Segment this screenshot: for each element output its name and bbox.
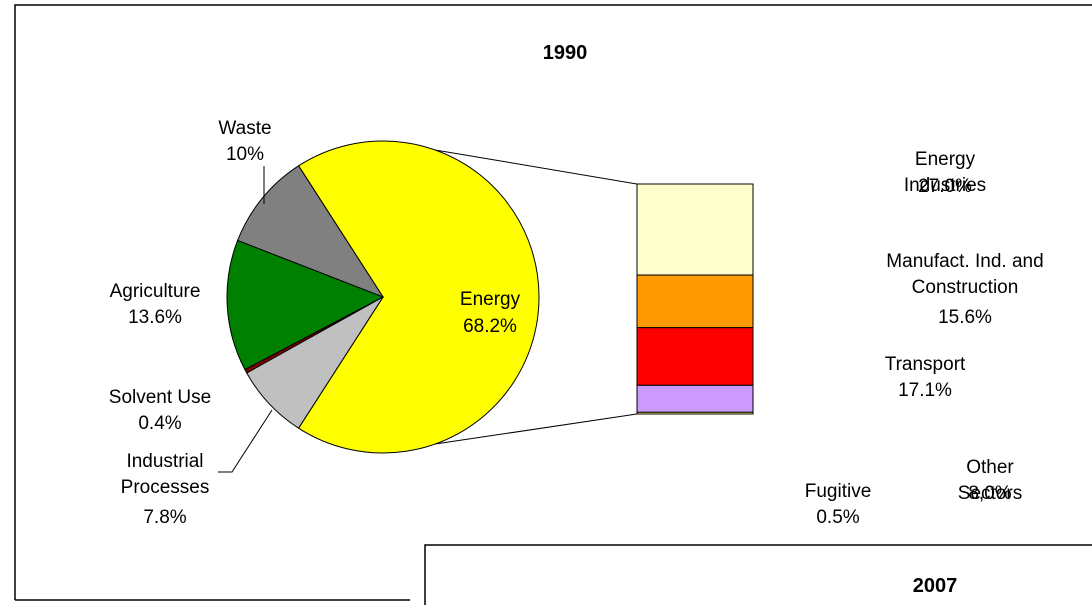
chart-title: 2007 xyxy=(912,575,958,597)
bar-segment xyxy=(636,327,754,386)
segment-value-label: 8,0% xyxy=(968,483,1012,504)
segment-label: Fugitive xyxy=(804,481,872,502)
pie-slice xyxy=(246,296,384,429)
bar-segment xyxy=(636,384,754,413)
pie-slice xyxy=(236,165,385,299)
slice-value-label: 68.2% xyxy=(463,316,517,337)
frame xyxy=(14,4,1092,600)
segment-label: Energy Industries xyxy=(903,149,987,196)
bar-segment xyxy=(636,274,754,329)
pie-slice xyxy=(297,140,540,454)
segment-label: Other Sectors xyxy=(957,457,1023,504)
segment-value-label: 27.0% xyxy=(918,176,972,197)
slice-value-label: 0.4% xyxy=(138,413,182,434)
segment-label: Transport xyxy=(884,354,966,375)
slice-label: Industrial Processes xyxy=(120,451,210,498)
slice-value-label: 7.8% xyxy=(143,507,187,528)
slice-label: Waste xyxy=(218,118,272,139)
bar-segment xyxy=(636,183,754,276)
leader-line xyxy=(218,409,273,473)
frame xyxy=(424,544,1092,605)
segment-value-label: 0.5% xyxy=(816,507,860,528)
slice-label: Energy xyxy=(459,289,521,310)
slice-label: Solvent Use xyxy=(108,387,212,408)
segment-value-label: 15.6% xyxy=(938,307,992,328)
slice-label: Agriculture xyxy=(109,281,201,302)
connector-line xyxy=(435,413,638,445)
bar-segment xyxy=(636,411,754,415)
pie-slice xyxy=(226,239,385,371)
connector-line xyxy=(435,149,638,185)
segment-value-label: 17.1% xyxy=(898,380,952,401)
chart-title: 1990 xyxy=(542,42,588,64)
slice-value-label: 13.6% xyxy=(128,307,182,328)
segment-label: Manufact. Ind. and Construction xyxy=(886,251,1044,298)
slice-value-label: 10% xyxy=(225,144,265,165)
